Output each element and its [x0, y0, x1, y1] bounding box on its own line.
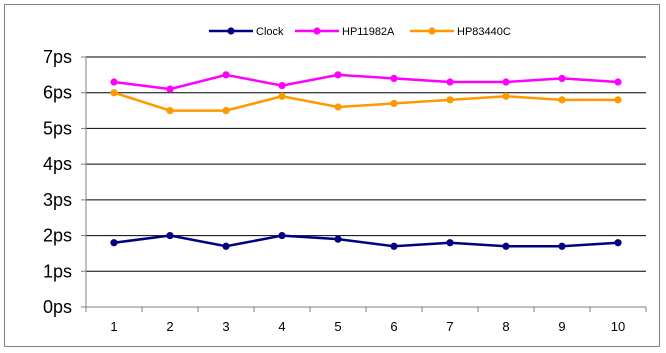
data-point: [558, 74, 566, 83]
legend-item: HP11982A: [295, 26, 395, 38]
series-line: [113, 234, 619, 248]
legend-item: Clock: [209, 26, 284, 38]
data-point: [614, 78, 622, 86]
data-point: [446, 96, 454, 104]
data-point: [334, 103, 342, 111]
x-tick-label: 5: [334, 319, 341, 334]
data-point: [558, 242, 566, 250]
series-clock: [110, 231, 622, 250]
series-hp11982a: [110, 71, 622, 93]
x-tick-label: 2: [166, 319, 173, 334]
gridlines: [86, 56, 646, 272]
legend-label: HP83440C: [457, 26, 511, 38]
legend-swatch-marker: [313, 27, 321, 35]
x-tick-label: 3: [222, 319, 229, 334]
data-point: [502, 78, 510, 86]
legend-swatch-marker: [428, 27, 436, 35]
series-hp83440c: [110, 89, 622, 115]
y-tick-label: 1ps: [43, 261, 72, 281]
data-point: [502, 92, 510, 100]
data-point: [166, 231, 174, 240]
data-point: [390, 242, 398, 250]
data-point: [110, 89, 118, 97]
data-point: [278, 81, 286, 90]
y-tick-label: 2ps: [43, 226, 72, 246]
data-point: [390, 99, 398, 108]
data-point: [614, 239, 622, 247]
x-tick-label: 7: [446, 319, 453, 334]
data-point: [334, 71, 342, 79]
data-point: [446, 78, 454, 86]
y-tick-label: 5ps: [43, 118, 72, 138]
legend-label: HP11982A: [342, 26, 395, 38]
data-point: [558, 96, 566, 104]
y-tick-label: 4ps: [43, 154, 72, 174]
x-tick-label: 6: [390, 319, 397, 334]
data-point: [278, 92, 286, 100]
data-point: [110, 239, 118, 247]
data-point: [334, 235, 342, 243]
line-chart: Clock HP11982A HP83440C 0ps 1ps 2ps 3ps 4ps 5ps…: [43, 26, 647, 334]
x-tick-label: 10: [611, 319, 625, 334]
data-point: [446, 239, 454, 247]
legend-label: Clock: [256, 26, 284, 38]
series-layer: [110, 71, 622, 250]
x-tick-label: 9: [558, 319, 565, 334]
y-tick-label: 6ps: [43, 83, 72, 103]
data-point: [278, 231, 286, 240]
data-point: [502, 242, 510, 250]
legend-item: HP83440C: [410, 26, 511, 38]
data-point: [166, 85, 174, 93]
legend-swatch-marker: [227, 27, 235, 35]
x-tick-label: 8: [502, 319, 509, 334]
data-point: [110, 78, 118, 86]
series-line: [113, 73, 619, 91]
data-point: [222, 71, 230, 79]
series-line: [113, 91, 618, 112]
chart-frame: Clock HP11982A HP83440C 0ps 1ps 2ps 3ps 4ps 5ps…: [4, 4, 660, 347]
legend: Clock HP11982A HP83440C: [209, 26, 511, 38]
x-tick-label: 4: [278, 319, 285, 334]
data-point: [222, 106, 230, 115]
y-tick-label: 3ps: [43, 190, 72, 210]
y-tick-label: 0ps: [43, 297, 72, 317]
data-point: [222, 242, 230, 250]
data-point: [614, 96, 622, 104]
data-point: [166, 106, 174, 115]
y-tick-label: 7ps: [43, 47, 72, 67]
axes: 0ps 1ps 2ps 3ps 4ps 5ps 6ps 7ps 1 2 3 4 5 6 7 8 9 10: [43, 47, 647, 334]
x-tick-label: 1: [110, 319, 117, 334]
data-point: [390, 74, 398, 83]
